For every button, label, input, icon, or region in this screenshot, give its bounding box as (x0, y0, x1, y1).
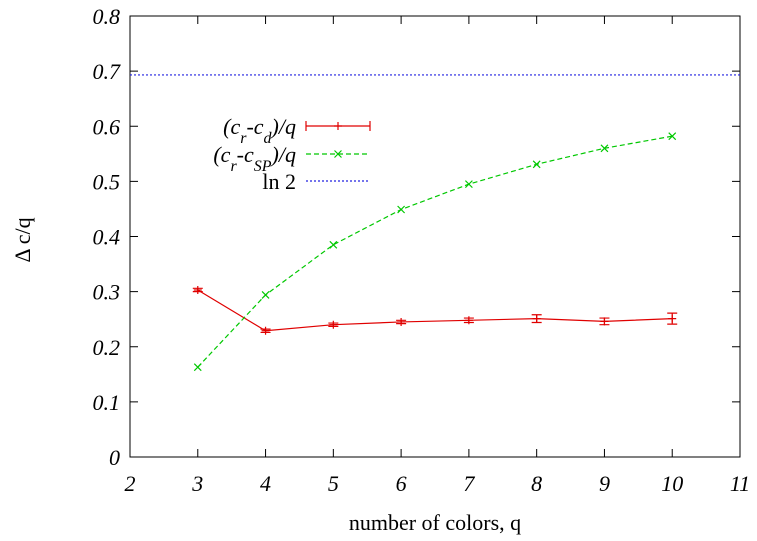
legend-label: ln 2 (262, 169, 296, 194)
data-point (397, 205, 406, 214)
x-tick-label: 7 (463, 471, 475, 496)
series-line (197, 289, 673, 332)
legend: (cr-cd)/q(cr-cSP)/qln 2 (213, 114, 371, 194)
data-point (329, 320, 338, 329)
data-point (193, 363, 202, 372)
data-point (464, 316, 473, 325)
data-point (668, 132, 677, 141)
data-point (397, 317, 406, 326)
data-point (668, 314, 677, 323)
legend-label: (cr-cSP)/q (213, 142, 296, 175)
y-tick-label: 0.3 (93, 280, 121, 305)
series-layer (130, 74, 740, 372)
y-tick-label: 0 (109, 445, 120, 470)
x-tick-label: 8 (531, 471, 542, 496)
series-line (197, 135, 673, 368)
x-tick-label: 11 (730, 471, 750, 496)
legend-marker (334, 122, 342, 130)
plot-frame (129, 15, 741, 458)
x-tick-label: 4 (260, 471, 271, 496)
plot-border (129, 15, 741, 458)
x-tick-label: 10 (661, 471, 683, 496)
y-axis-label: Δ c/q (10, 217, 35, 262)
x-tick-label: 6 (396, 471, 407, 496)
data-point (193, 285, 202, 294)
data-point (329, 240, 338, 249)
series-0 (192, 285, 678, 335)
y-tick-label: 0.8 (93, 4, 121, 29)
data-point (532, 160, 541, 169)
y-tick-label: 0.2 (93, 335, 121, 360)
y-tick-label: 0.4 (93, 225, 121, 250)
data-point (261, 291, 270, 299)
data-point (532, 314, 541, 323)
x-tick-label: 5 (328, 471, 339, 496)
data-point (261, 326, 270, 335)
y-axis: 0 0.1 0.2 0.3 0.4 0.5 0.6 0.7 0.8 (93, 4, 740, 470)
x-tick-label: 9 (599, 471, 610, 496)
x-axis: 2 3 4 5 6 7 8 9 10 11 (125, 16, 750, 496)
y-tick-label: 0.5 (93, 169, 121, 194)
x-axis-label: number of colors, q (349, 510, 521, 535)
legend-marker (334, 150, 342, 158)
data-point (600, 317, 609, 326)
series-1 (193, 132, 677, 372)
x-tick-label: 3 (191, 471, 203, 496)
legend-errorbar-caps (305, 121, 371, 131)
legend-label: (cr-cd)/q (223, 114, 296, 147)
y-tick-label: 0.6 (93, 114, 121, 139)
data-point (464, 180, 473, 189)
y-tick-label: 0.1 (93, 390, 121, 415)
y-tick-label: 0.7 (93, 59, 122, 84)
x-tick-label: 2 (125, 471, 136, 496)
data-point (600, 144, 609, 153)
